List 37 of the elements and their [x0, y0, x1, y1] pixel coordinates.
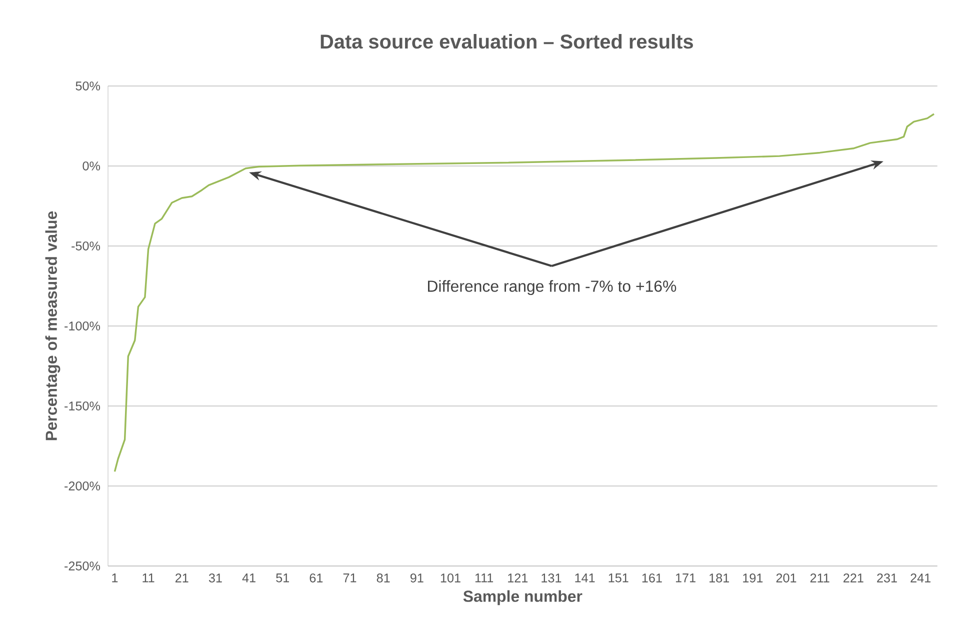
line-series	[114, 113, 935, 472]
x-tick-label: 1	[112, 574, 118, 582]
x-tick-label: 241	[910, 574, 930, 582]
y-tick-label: -50%	[72, 242, 100, 250]
x-tick-label: 91	[410, 574, 424, 582]
x-tick-label: 171	[676, 574, 696, 582]
x-tick-label: 61	[310, 574, 323, 582]
annotation: Difference range from -7% to +16%	[428, 280, 676, 296]
chart-title: Data source evaluation – Sorted results	[320, 34, 693, 49]
x-tick-label: 41	[242, 574, 256, 582]
y-tick-label: 0%	[82, 162, 100, 170]
y-tick-label: -200%	[64, 482, 100, 490]
x-tick-label: 21	[175, 574, 188, 582]
x-tick-label: 81	[376, 574, 390, 582]
x-tick-label: 231	[877, 574, 897, 582]
x-tick-label: 121	[508, 574, 528, 582]
y-tick-label: -100%	[64, 322, 100, 330]
x-tick-label: 161	[642, 574, 662, 582]
x-tick-label: 201	[776, 574, 796, 582]
x-tick-label: 221	[844, 574, 864, 582]
x-tick-label: 71	[343, 574, 356, 582]
x-tick-label: 211	[810, 574, 830, 582]
y-tick-label: -150%	[64, 402, 100, 410]
x-tick-label: 11	[142, 574, 154, 582]
x-tick-label: 31	[208, 574, 222, 582]
x-tick-label: 141	[575, 574, 595, 582]
x-tick-label: 191	[743, 574, 763, 582]
y-tick-label: -250%	[64, 562, 100, 570]
x-tick-label: 131	[542, 574, 562, 582]
x-axis-title: Sample number	[463, 590, 582, 606]
x-tick-label: 151	[608, 574, 628, 582]
x-tick-label: 111	[475, 574, 494, 582]
x-tick-label: 181	[710, 574, 729, 582]
x-tick-label: 101	[440, 574, 460, 582]
x-tick-label: 51	[276, 574, 289, 582]
y-axis-title: Percentage of measured value	[45, 211, 60, 440]
y-tick-label: 50%	[76, 82, 100, 90]
